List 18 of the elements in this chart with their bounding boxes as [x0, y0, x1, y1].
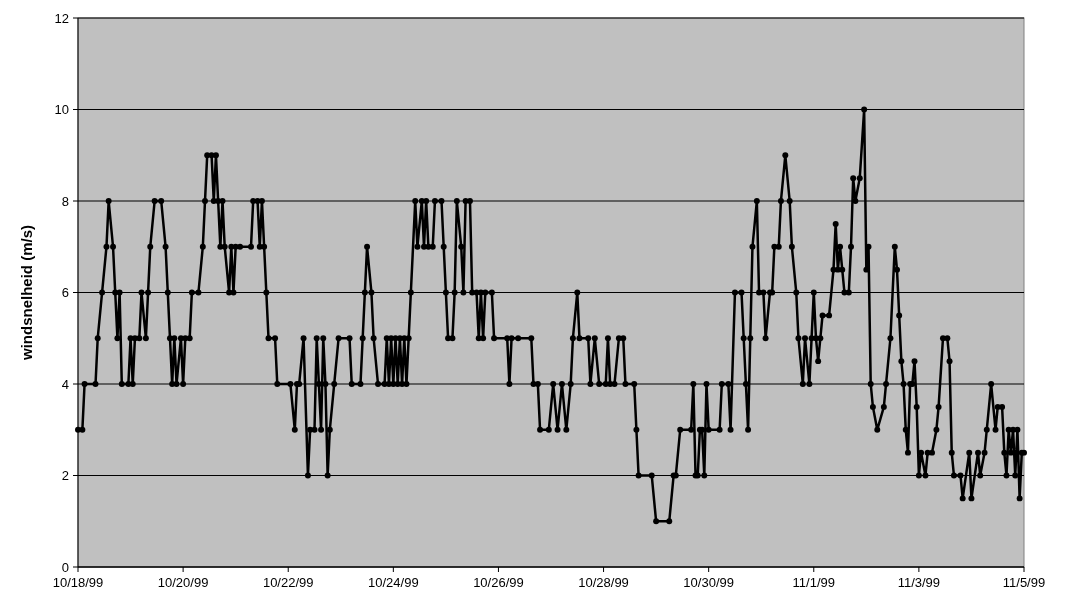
x-tick-label: 10/26/99 [473, 575, 524, 590]
x-tick-label: 11/3/99 [897, 575, 941, 590]
x-tick-label: 11/5/99 [1002, 575, 1046, 590]
y-axis-title: windsnelheid (m/s) [18, 224, 35, 362]
y-tick-label: 8 [61, 193, 69, 209]
x-tick-label: 10/24/99 [368, 575, 419, 590]
y-tick-label: 4 [61, 376, 69, 392]
x-tick-label: 11/1/99 [792, 575, 835, 590]
y-tick-label: 0 [61, 559, 69, 575]
y-tick-label: 10 [54, 102, 69, 118]
x-tick-label: 10/22/99 [262, 575, 314, 590]
y-tick-label: 6 [61, 285, 69, 301]
x-tick-label: 10/20/99 [157, 575, 209, 590]
y-tick-label: 12 [54, 10, 69, 26]
x-tick-label: 10/30/99 [683, 575, 734, 590]
y-tick-label: 2 [61, 468, 69, 484]
x-tick-label: 10/18/99 [52, 575, 104, 590]
x-tick-label: 10/28/99 [578, 575, 629, 590]
